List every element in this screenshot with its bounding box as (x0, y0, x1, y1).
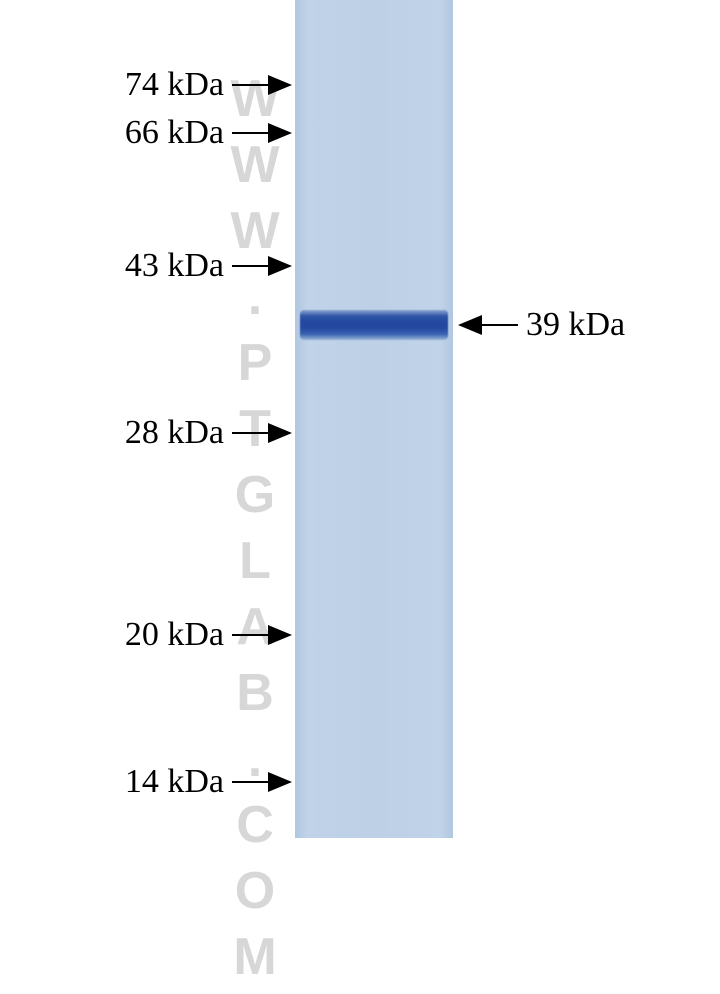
arrow-right-icon (232, 265, 290, 267)
band-label-39kda: 39 kDa (460, 306, 625, 344)
marker-20kda: 20 kDa (125, 616, 290, 654)
marker-43kda: 43 kDa (125, 247, 290, 285)
marker-74kda: 74 kDa (125, 66, 290, 104)
marker-label-text: 43 kDa (125, 247, 224, 285)
marker-label-text: 14 kDa (125, 763, 224, 801)
gel-figure: WWW.PTGLAB.COM 74 kDa 66 kDa 43 kDa 28 k… (0, 0, 720, 838)
arrow-right-icon (232, 132, 290, 134)
marker-label-text: 74 kDa (125, 66, 224, 104)
marker-label-text: 20 kDa (125, 616, 224, 654)
watermark-text: WWW.PTGLAB.COM (225, 70, 285, 994)
arrow-right-icon (232, 781, 290, 783)
arrow-right-icon (232, 84, 290, 86)
protein-band-39kda (300, 310, 448, 340)
arrow-right-icon (232, 432, 290, 434)
band-label-text: 39 kDa (526, 306, 625, 344)
arrow-left-icon (460, 324, 518, 326)
marker-label-text: 66 kDa (125, 114, 224, 152)
marker-66kda: 66 kDa (125, 114, 290, 152)
gel-lane (295, 0, 453, 838)
marker-label-text: 28 kDa (125, 414, 224, 452)
marker-28kda: 28 kDa (125, 414, 290, 452)
arrow-right-icon (232, 634, 290, 636)
marker-14kda: 14 kDa (125, 763, 290, 801)
